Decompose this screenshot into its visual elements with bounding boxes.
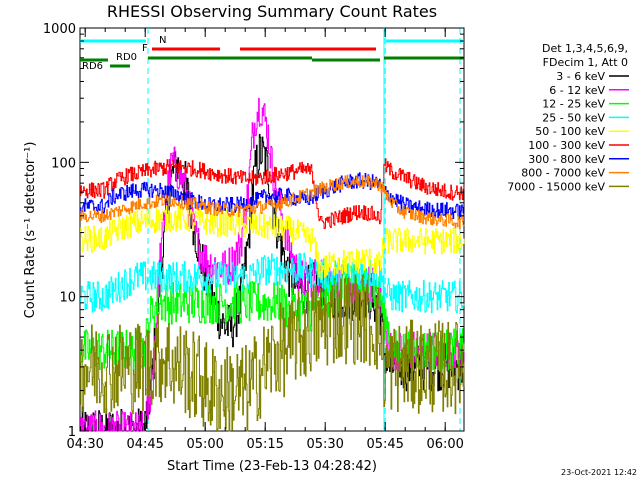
- legend-label-4: 50 - 100 keV: [535, 125, 605, 138]
- y-tick-label-0: 1: [68, 425, 76, 440]
- x-tick-label-0: 04:30: [66, 437, 103, 452]
- chart-title: RHESSI Observing Summary Count Rates: [107, 2, 437, 21]
- y-tick-label-2: 100: [51, 156, 76, 171]
- legend-header-detectors: Det 1,3,4,5,6,9,: [542, 42, 628, 55]
- y-axis-label: Count Rate (s⁻¹ detector⁻¹): [23, 142, 38, 319]
- legend-label-7: 800 - 7000 keV: [521, 167, 605, 180]
- y-tick-label-1: 10: [59, 291, 76, 306]
- legend-label-0: 3 - 6 keV: [556, 70, 605, 83]
- x-axis-label: Start Time (23-Feb-13 04:28:42): [167, 459, 377, 474]
- x-tick-label-3: 05:15: [246, 437, 283, 452]
- flag-labels: N F RD0 RD6: [82, 35, 166, 72]
- series-line-6: [80, 172, 465, 220]
- legend-label-3: 25 - 50 keV: [542, 111, 605, 124]
- flag-label-rd6: RD6: [82, 61, 103, 72]
- legend-label-5: 100 - 300 keV: [528, 139, 605, 152]
- y-axis-ticks: 1 10 100 1000: [43, 22, 464, 440]
- legend-label-1: 6 - 12 keV: [549, 84, 605, 97]
- series-line-3: [80, 252, 465, 314]
- flag-bars: [80, 39, 464, 68]
- series-layer: [80, 97, 465, 432]
- legend-label-2: 12 - 25 keV: [542, 98, 605, 111]
- flag-label-f: F: [142, 43, 148, 54]
- y-tick-label-3: 1000: [43, 22, 76, 37]
- legend-header-decimation: FDecim 1, Att 0: [543, 56, 628, 69]
- legend: Det 1,3,4,5,6,9, FDecim 1, Att 0 3 - 6 k…: [507, 42, 629, 193]
- x-tick-label-2: 05:00: [186, 437, 223, 452]
- plot-area-frame: [79, 27, 465, 432]
- x-tick-label-1: 04:45: [126, 437, 163, 452]
- legend-label-6: 300 - 800 keV: [528, 153, 605, 166]
- series-line-5: [80, 158, 465, 229]
- series-line-8: [80, 274, 465, 432]
- flag-label-n: N: [159, 35, 166, 46]
- footer-timestamp: 23-Oct-2021 12:42: [561, 468, 637, 477]
- x-tick-label-6: 06:00: [426, 437, 463, 452]
- x-tick-label-4: 05:30: [306, 437, 343, 452]
- series-line-4: [80, 205, 465, 280]
- x-axis-ticks: 04:30 04:45 05:00 05:15 05:30 05:45 06:00: [66, 28, 464, 452]
- flag-label-rd0: RD0: [116, 52, 137, 63]
- series-line-7: [80, 174, 465, 230]
- legend-label-8: 7000 - 15000 keV: [507, 180, 605, 193]
- x-tick-label-5: 05:45: [366, 437, 403, 452]
